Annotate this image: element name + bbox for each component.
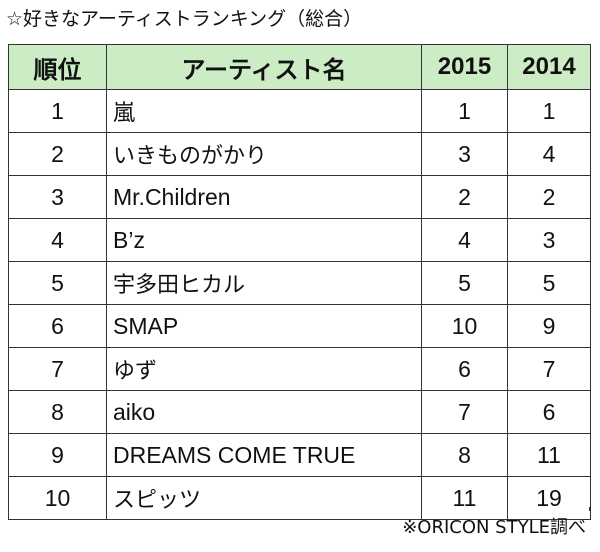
table-row: 9 DREAMS COME TRUE 8 11 [8, 433, 591, 477]
source-note: ※ORICON STYLE調べ [402, 517, 586, 538]
rank-2014-cell: 1 [507, 89, 591, 133]
column-header-rank: 順位 [8, 44, 107, 90]
table-row: 7 ゆず 6 7 [8, 347, 591, 391]
rank-2015-cell: 8 [421, 433, 508, 477]
rank-2015-cell: 7 [421, 390, 508, 434]
rank-cell: 6 [8, 304, 107, 348]
rank-2014-cell: 9 [507, 304, 591, 348]
ranking-table: 順位 アーティスト名 2015 2014 1 嵐 1 1 2 いきものがかり 3… [8, 44, 591, 520]
artist-cell: 嵐 [106, 89, 422, 133]
rank-2015-cell: 6 [421, 347, 508, 391]
rank-2015-cell: 1 [421, 89, 508, 133]
artist-cell: いきものがかり [106, 132, 422, 176]
rank-cell: 10 [8, 476, 107, 520]
artist-cell: 宇多田ヒカル [106, 261, 422, 305]
table-row: 4 B’z 4 3 [8, 218, 591, 262]
page-title: ☆好きなアーティストランキング（総合） [6, 8, 363, 30]
column-header-artist: アーティスト名 [106, 44, 422, 90]
rank-2015-cell: 4 [421, 218, 508, 262]
rank-cell: 3 [8, 175, 107, 219]
column-header-2015: 2015 [421, 44, 508, 90]
table-header-row: 順位 アーティスト名 2015 2014 [8, 44, 591, 90]
rank-2014-cell: 4 [507, 132, 591, 176]
table-row: 5 宇多田ヒカル 5 5 [8, 261, 591, 305]
rank-2014-cell: 2 [507, 175, 591, 219]
rank-cell: 7 [8, 347, 107, 391]
rank-2014-cell: 5 [507, 261, 591, 305]
table-row: 6 SMAP 10 9 [8, 304, 591, 348]
rank-2014-cell: 11 [507, 433, 591, 477]
rank-cell: 2 [8, 132, 107, 176]
table-row: 8 aiko 7 6 [8, 390, 591, 434]
rank-2015-cell: 10 [421, 304, 508, 348]
rank-2014-cell: 6 [507, 390, 591, 434]
table-overflow-border [8, 507, 590, 511]
rank-cell: 9 [8, 433, 107, 477]
table-row: 1 嵐 1 1 [8, 89, 591, 133]
rank-2015-cell: 3 [421, 132, 508, 176]
rank-cell: 5 [8, 261, 107, 305]
column-header-2014: 2014 [507, 44, 591, 90]
artist-cell: SMAP [106, 304, 422, 348]
table-row: 2 いきものがかり 3 4 [8, 132, 591, 176]
rank-cell: 8 [8, 390, 107, 434]
rank-2014-cell: 19 [507, 476, 591, 520]
table-row: 10 スピッツ 11 19 [8, 476, 591, 520]
rank-cell: 1 [8, 89, 107, 133]
rank-cell: 4 [8, 218, 107, 262]
rank-2015-cell: 11 [421, 476, 508, 520]
artist-cell: ゆず [106, 347, 422, 391]
table-row: 3 Mr.Children 2 2 [8, 175, 591, 219]
artist-cell: aiko [106, 390, 422, 434]
artist-cell: スピッツ [106, 476, 422, 520]
artist-cell: B’z [106, 218, 422, 262]
rank-2014-cell: 3 [507, 218, 591, 262]
rank-2015-cell: 5 [421, 261, 508, 305]
artist-cell: DREAMS COME TRUE [106, 433, 422, 477]
artist-cell: Mr.Children [106, 175, 422, 219]
rank-2015-cell: 2 [421, 175, 508, 219]
rank-2014-cell: 7 [507, 347, 591, 391]
